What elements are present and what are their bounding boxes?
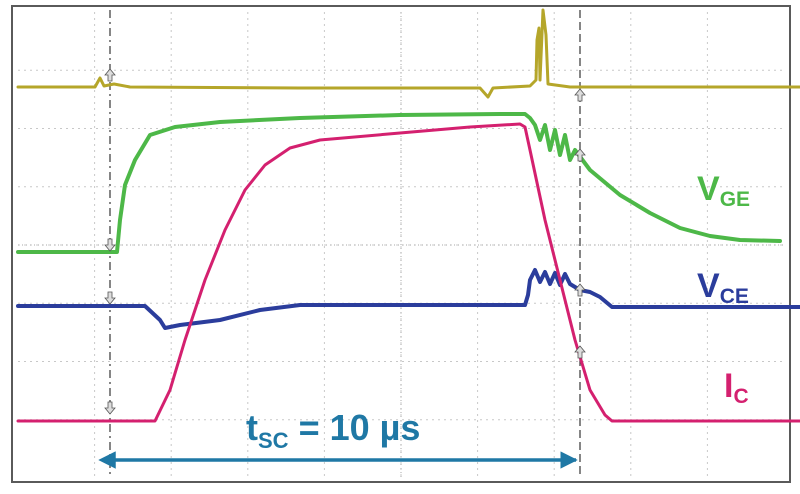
trace-i-c [16,122,800,423]
trace-v-gate-supply [16,8,800,99]
trace-v-ce [16,268,800,330]
label-i-c: IC [724,367,749,408]
traces [16,8,800,423]
label-v-ce: VCE [697,267,749,308]
label-v-ge: VGE [697,170,750,211]
cursor-markers [104,68,586,415]
tsc-label: tSC = 10 µs [246,407,420,453]
trace-v-ge [16,112,782,254]
